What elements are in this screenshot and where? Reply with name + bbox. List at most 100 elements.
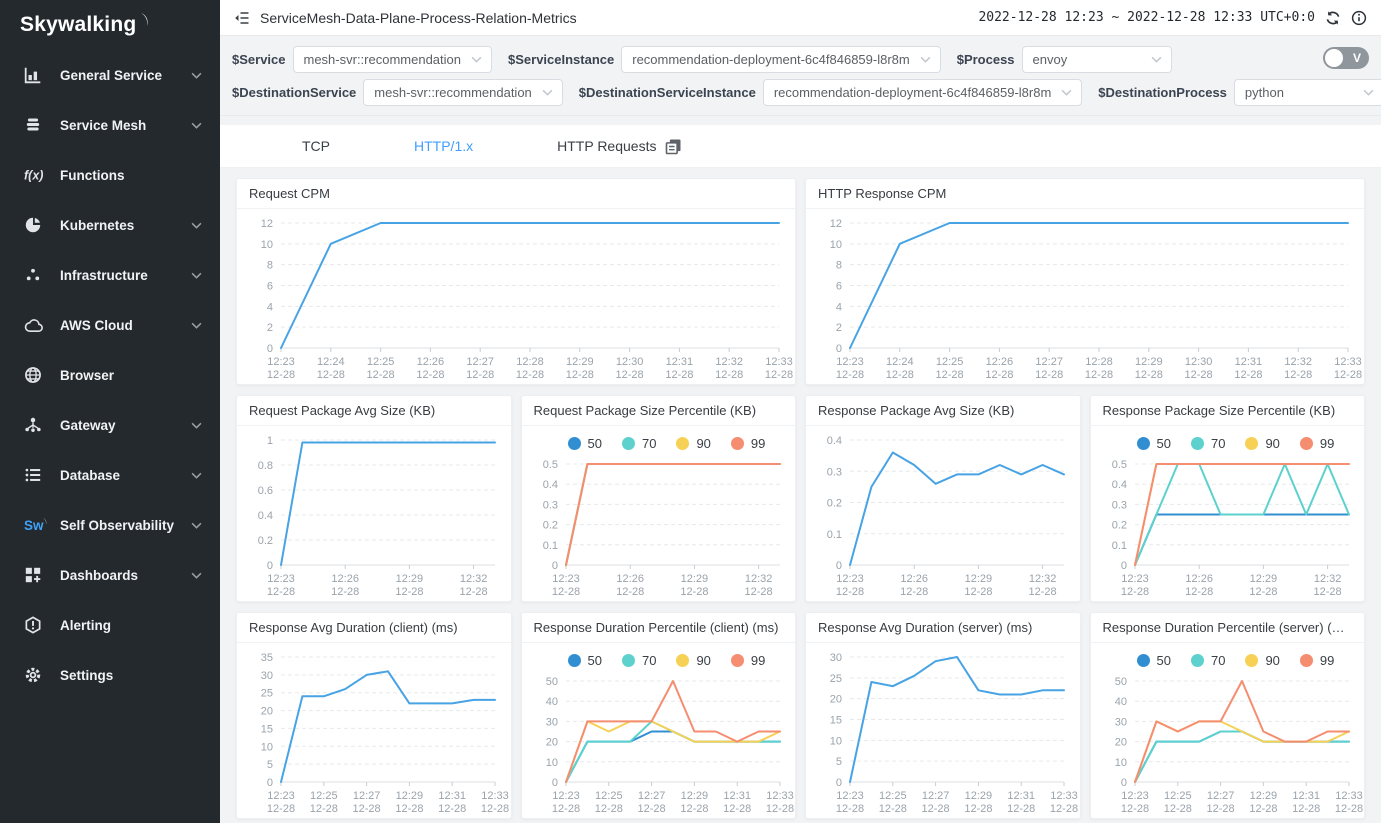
sidebar: Skywalking General Service Service Mesh f(…	[0, 0, 220, 823]
chart-legend: 50 70 90 99	[1091, 647, 1365, 673]
legend-dot	[621, 653, 635, 667]
sidebar-item-general-service[interactable]: General Service	[0, 50, 220, 100]
kubernetes-icon	[24, 216, 48, 234]
svg-text:0.3: 0.3	[542, 499, 557, 511]
sidebar-item-gateway[interactable]: Gateway	[0, 400, 220, 450]
legend-item-p90[interactable]: 90	[676, 436, 711, 451]
chart-title: Response Package Size Percentile (KB)	[1090, 396, 1364, 426]
sidebar-item-dashboards[interactable]: Dashboards	[0, 550, 220, 600]
filter-row-1: $Service mesh-svr::recommendation $Service…	[232, 44, 1369, 74]
process-select[interactable]: envoy	[1021, 45, 1172, 73]
svg-text:10: 10	[261, 741, 273, 753]
alert-icon	[24, 616, 48, 634]
legend-item-p50[interactable]: 50	[1136, 436, 1171, 451]
info-icon[interactable]	[1351, 10, 1367, 26]
chevron-down-icon	[1061, 89, 1072, 96]
chart-body: 0 2 4 6 8 10 12 12:23 12-28 12:24 12-28 12:25 12-28 1…	[806, 209, 1364, 384]
svg-text:25: 25	[830, 673, 842, 685]
legend-item-p99[interactable]: 99	[730, 436, 765, 451]
tab-http-requests[interactable]: HTTP Requests	[515, 125, 724, 167]
legend-dot	[730, 653, 744, 667]
variables-toggle[interactable]: V	[1323, 47, 1369, 69]
svg-text:15: 15	[830, 715, 842, 727]
sidebar-item-functions[interactable]: f(x) Functions	[0, 150, 220, 200]
legend-item-p99[interactable]: 99	[1299, 436, 1334, 451]
legend-item-p90[interactable]: 90	[1245, 436, 1280, 451]
sidebar-item-kubernetes[interactable]: Kubernetes	[0, 200, 220, 250]
chart-card-response-duration-percentile-client-ms: Response Duration Percentile (client) (m…	[520, 612, 796, 819]
sidebar-item-service-mesh[interactable]: Service Mesh	[0, 100, 220, 150]
filter-destinationprocess: $DestinationProcess python	[1098, 78, 1381, 106]
legend-label: 70	[641, 652, 657, 668]
skywalking-logo[interactable]: Skywalking	[0, 0, 220, 50]
legend-item-p90[interactable]: 90	[676, 653, 711, 668]
svg-text:0: 0	[551, 560, 557, 572]
service-select[interactable]: mesh-svr::recommendation	[292, 45, 492, 73]
legend-item-p50[interactable]: 50	[567, 653, 602, 668]
svg-text:0.4: 0.4	[542, 479, 557, 491]
legend-item-p99[interactable]: 99	[730, 653, 765, 668]
layers-icon	[24, 116, 48, 134]
destinationprocess-select[interactable]: python	[1233, 78, 1381, 106]
serviceinstance-select[interactable]: recommendation-deployment-6c4f846859-l8r…	[621, 45, 941, 73]
svg-text:0: 0	[836, 560, 842, 572]
legend-item-p99[interactable]: 99	[1299, 653, 1334, 668]
legend-item-p50[interactable]: 50	[1136, 653, 1171, 668]
legend-dot	[1190, 436, 1204, 450]
sidebar-item-aws-cloud[interactable]: AWS Cloud	[0, 300, 220, 350]
svg-text:50: 50	[545, 676, 557, 688]
svg-text:40: 40	[545, 696, 557, 708]
legend-label: 70	[1210, 652, 1226, 668]
sidebar-item-self-observability[interactable]: Sw Self Observability	[0, 500, 220, 550]
sidebar-item-label: Functions	[60, 167, 125, 183]
sidebar-item-infrastructure[interactable]: Infrastructure	[0, 250, 220, 300]
sidebar-item-label: Settings	[60, 667, 114, 683]
collapse-sidebar-icon[interactable]	[234, 10, 250, 26]
time-range-picker[interactable]: 2022-12-28 12:23 ~ 2022-12-28 12:33 UTC+…	[978, 10, 1315, 25]
legend-dot	[1136, 436, 1150, 450]
sw-icon: Sw	[24, 517, 48, 533]
legend-item-p70[interactable]: 70	[1190, 436, 1225, 451]
destinationserviceinstance-select[interactable]: recommendation-deployment-6c4f846859-l8r…	[762, 78, 1083, 106]
destinationservice-select[interactable]: mesh-svr::recommendation	[363, 78, 563, 106]
sidebar-item-label: Database	[60, 467, 121, 483]
chart-card-http-response-cpm: HTTP Response CPM 0 2 4 6 8 10 12 12:23 12-28 12:2…	[805, 178, 1365, 385]
svg-text:0.1: 0.1	[1111, 540, 1126, 552]
legend-item-p90[interactable]: 90	[1245, 653, 1280, 668]
filter-row-2: $DestinationService mesh-svr::recommendat…	[232, 77, 1381, 107]
sidebar-item-settings[interactable]: Settings	[0, 650, 220, 700]
chevron-down-icon	[191, 472, 202, 479]
sidebar-item-alerting[interactable]: Alerting	[0, 600, 220, 650]
svg-text:0.3: 0.3	[1111, 499, 1126, 511]
legend-dot	[1245, 653, 1259, 667]
sidebar-item-browser[interactable]: Browser	[0, 350, 220, 400]
chevron-down-icon	[920, 56, 931, 63]
svg-text:0.4: 0.4	[827, 435, 842, 447]
tab-http-1-x[interactable]: HTTP/1.x	[372, 125, 515, 167]
chart-body: 0 5 10 15 20 25 30 35 12:23 12-28 12:25 12-28 12:27 1…	[237, 643, 511, 818]
chart-canvas: 0 2 4 6 8 10 12 12:23 12-28 12:24 12-28 12:25 12-28 1…	[261, 218, 793, 381]
tab-tcp[interactable]: TCP	[260, 125, 372, 167]
copy-icon[interactable]	[665, 138, 682, 155]
legend-item-p70[interactable]: 70	[1190, 652, 1226, 668]
legend-item-p50[interactable]: 50	[567, 436, 602, 451]
sidebar-item-database[interactable]: Database	[0, 450, 220, 500]
refresh-icon[interactable]	[1325, 10, 1341, 26]
legend-item-p70[interactable]: 70	[621, 436, 656, 451]
chart-body: 50 70 90 99 0 0.1 0.2 0.3 0.4 0.5 12:23 12-28 12:26 1…	[522, 426, 796, 601]
legend-item-p70[interactable]: 70	[621, 652, 657, 668]
